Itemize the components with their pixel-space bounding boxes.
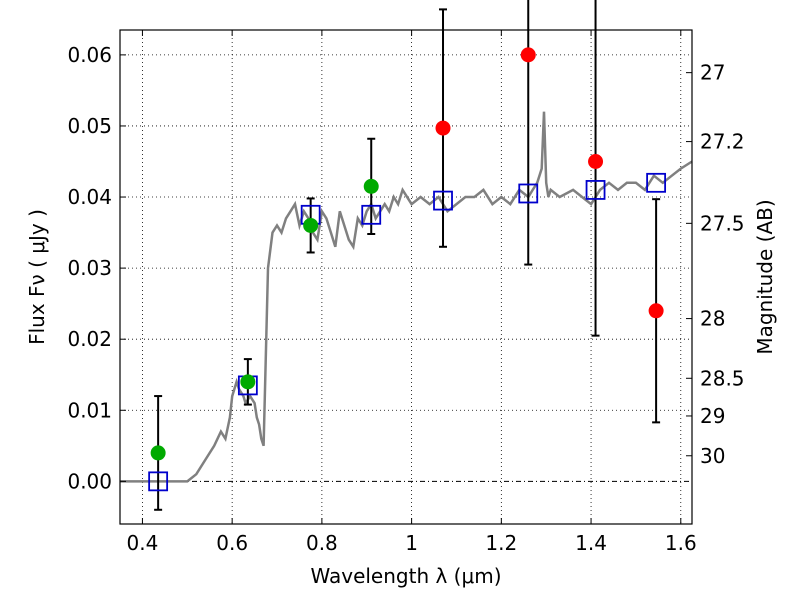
non-detection-point (435, 120, 451, 136)
y-tick-label: 0.06 (67, 43, 112, 67)
x-tick-label: 1 (405, 531, 418, 555)
right-y-tick-label: 28 (700, 307, 725, 331)
right-y-tick-label: 29 (700, 404, 725, 428)
x-tick-label: 0.8 (306, 531, 338, 555)
right-y-tick-label: 27.2 (700, 130, 745, 154)
right-y-tick-label: 27.5 (700, 211, 745, 235)
non-detection-point (520, 47, 536, 63)
y-tick-label: 0.05 (67, 114, 112, 138)
x-tick-label: 1.6 (665, 531, 697, 555)
plot-frame (119, 29, 693, 525)
right-y-tick-label: 27 (700, 61, 725, 85)
model-spectrum-line (120, 111, 693, 483)
model-photometry-box (585, 180, 606, 200)
x-axis-label: Wavelength λ (μm) (310, 564, 501, 588)
model-photometry-box (361, 204, 382, 225)
model-photometry-box (518, 183, 539, 204)
detection-point (303, 217, 319, 233)
non-detection-point (588, 153, 604, 169)
x-tick-label: 1.4 (575, 531, 607, 555)
y-axis-label: Flux Fν ( μJy ) (25, 209, 49, 345)
y-tick-label: 0.03 (67, 256, 112, 280)
model-photometry-box (433, 190, 453, 211)
right-y-tick-label: 28.5 (700, 366, 745, 390)
x-tick-label: 0.6 (216, 531, 248, 555)
model-photometry-box (646, 172, 667, 193)
axes: 0.4 0.6 0.8 1 1.2 1.4 1.6 0.00 0.01 0.02 0.03 0.04 0… (67, 30, 745, 555)
y-tick-label: 0.02 (67, 327, 112, 351)
y-tick-label: 0.00 (67, 469, 112, 493)
model-photometry-box (148, 471, 169, 492)
detection-point (150, 445, 166, 461)
x-tick-label: 0.4 (127, 531, 159, 555)
right-y-axis-label: Magnitude (AB) (753, 199, 777, 354)
y-tick-label: 0.01 (67, 398, 112, 422)
x-tick-label: 1.2 (485, 531, 517, 555)
right-y-tick-label: 30 (700, 444, 725, 468)
non-detection-point (648, 303, 664, 319)
detection-point (363, 178, 379, 194)
y-tick-label: 0.04 (67, 185, 112, 209)
data-marks (148, 0, 667, 511)
detection-point (240, 374, 256, 390)
grid (120, 30, 692, 524)
